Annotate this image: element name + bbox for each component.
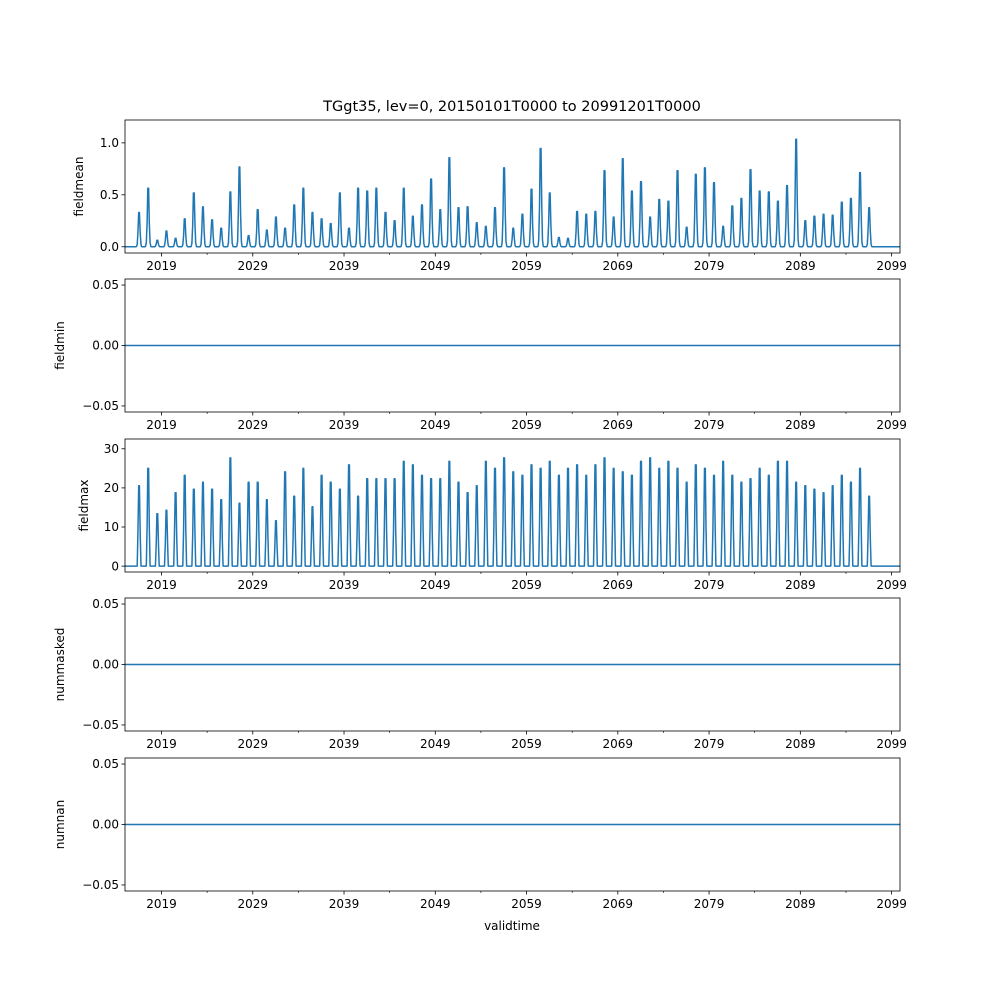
axes-frame-fieldmin (124, 278, 901, 413)
x-tick-label: 2029 (237, 578, 268, 592)
y-tick-label-nummasked: 0.05 (92, 597, 119, 611)
y-tick-label-numnan: −0.05 (82, 878, 119, 892)
x-tick-label: 2049 (420, 737, 451, 751)
x-tick-label: 2069 (603, 737, 634, 751)
x-tick-label: 2039 (329, 418, 360, 432)
panel-fieldmax: 0 10 20 30 2019 2029 2039 2049 2059 2069 2079 2089 2… (77, 438, 907, 592)
x-tick-label: 2099 (876, 418, 907, 432)
y-axis-label-fieldmin: fieldmin (53, 321, 67, 370)
x-tick-label: 2079 (694, 737, 725, 751)
x-tick-label: 2069 (603, 897, 634, 911)
y-tick-label-fieldmax: 0 (111, 559, 119, 573)
y-tick-label-fieldmax: 10 (104, 520, 119, 534)
x-tick-label: 2019 (146, 418, 177, 432)
x-tick-label: 2019 (146, 578, 177, 592)
y-axis-label-numnan: numnan (53, 800, 67, 849)
x-tick-label: 2019 (146, 737, 177, 751)
y-tick-label-fieldmax: 30 (104, 442, 119, 456)
y-tick-label-fieldmean: 0.5 (100, 188, 119, 202)
x-tick-label: 2099 (876, 897, 907, 911)
x-tick-label: 2099 (876, 578, 907, 592)
y-tick-label-fieldmin: −0.05 (82, 399, 119, 413)
x-tick-label: 2099 (876, 259, 907, 273)
x-tick-label: 2089 (785, 578, 816, 592)
x-tick-label: 2019 (146, 259, 177, 273)
panel-nummasked: −0.05 0.00 0.05 2019 2029 2039 2049 2059 2069 207… (53, 597, 907, 751)
y-tick-label-fieldmean: 0.0 (100, 240, 119, 254)
x-tick-label: 2089 (785, 737, 816, 751)
x-tick-label: 2049 (420, 259, 451, 273)
x-tick-label: 2059 (511, 418, 542, 432)
x-axis-label: validtime (484, 919, 540, 933)
y-axis-label-nummasked: nummasked (53, 628, 67, 702)
y-tick-label-nummasked: 0.00 (92, 658, 119, 672)
y-tick-label-fieldmean: 1.0 (100, 136, 119, 150)
x-tick-label: 2079 (694, 578, 725, 592)
axes-frame-numnan (124, 757, 901, 892)
x-tick-label: 2029 (237, 897, 268, 911)
x-tick-label: 2089 (785, 418, 816, 432)
x-tick-label: 2029 (237, 418, 268, 432)
x-tick-label: 2059 (511, 259, 542, 273)
x-tick-label: 2089 (785, 897, 816, 911)
x-tick-label: 2079 (694, 897, 725, 911)
x-tick-label: 2059 (511, 737, 542, 751)
x-tick-label: 2019 (146, 897, 177, 911)
x-tick-label: 2059 (511, 578, 542, 592)
y-tick-label-fieldmax: 20 (104, 481, 119, 495)
x-tick-label: 2049 (420, 897, 451, 911)
x-tick-label: 2059 (511, 897, 542, 911)
x-tick-label: 2039 (329, 259, 360, 273)
x-tick-label: 2039 (329, 897, 360, 911)
axes-frame-nummasked (124, 597, 901, 732)
x-tick-label: 2069 (603, 418, 634, 432)
x-tick-label: 2079 (694, 259, 725, 273)
chart-title: TGgt35, lev=0, 20150101T0000 to 20991201… (322, 99, 701, 115)
y-tick-label-numnan: 0.05 (92, 757, 119, 771)
x-tick-label: 2029 (237, 737, 268, 751)
x-tick-label: 2079 (694, 418, 725, 432)
y-tick-label-fieldmin: 0.05 (92, 278, 119, 292)
panel-fieldmean: 0.0 0.5 1.0 2019 2029 2039 2049 2059 2069 2079 208… (72, 119, 907, 273)
series-line-fieldmean (125, 138, 900, 248)
x-tick-label: 2069 (603, 578, 634, 592)
axes-frame-fieldmean (124, 119, 901, 254)
panel-numnan: −0.05 0.00 0.05 2019 2029 2039 2049 2059 2069 207… (53, 757, 907, 911)
x-tick-label: 2049 (420, 418, 451, 432)
y-axis-label-fieldmean: fieldmean (72, 157, 86, 217)
y-tick-label-nummasked: −0.05 (82, 718, 119, 732)
axes-frame-fieldmax (124, 438, 901, 573)
x-tick-label: 2039 (329, 578, 360, 592)
panel-fieldmin: −0.05 0.00 0.05 2019 2029 2039 2049 2059 2069 207… (53, 278, 907, 432)
y-axis-label-fieldmax: fieldmax (77, 479, 91, 531)
x-tick-label: 2029 (237, 259, 268, 273)
y-tick-label-fieldmin: 0.00 (92, 339, 119, 353)
series-line-fieldmax (125, 457, 900, 567)
x-tick-label: 2069 (603, 259, 634, 273)
x-tick-label: 2099 (876, 737, 907, 751)
x-tick-label: 2089 (785, 259, 816, 273)
subplot-stack: 0.0 0.5 1.0 2019 2029 2039 2049 2059 2069 2079 208… (53, 119, 907, 911)
x-tick-label: 2049 (420, 578, 451, 592)
x-tick-label: 2039 (329, 737, 360, 751)
y-tick-label-numnan: 0.00 (92, 818, 119, 832)
